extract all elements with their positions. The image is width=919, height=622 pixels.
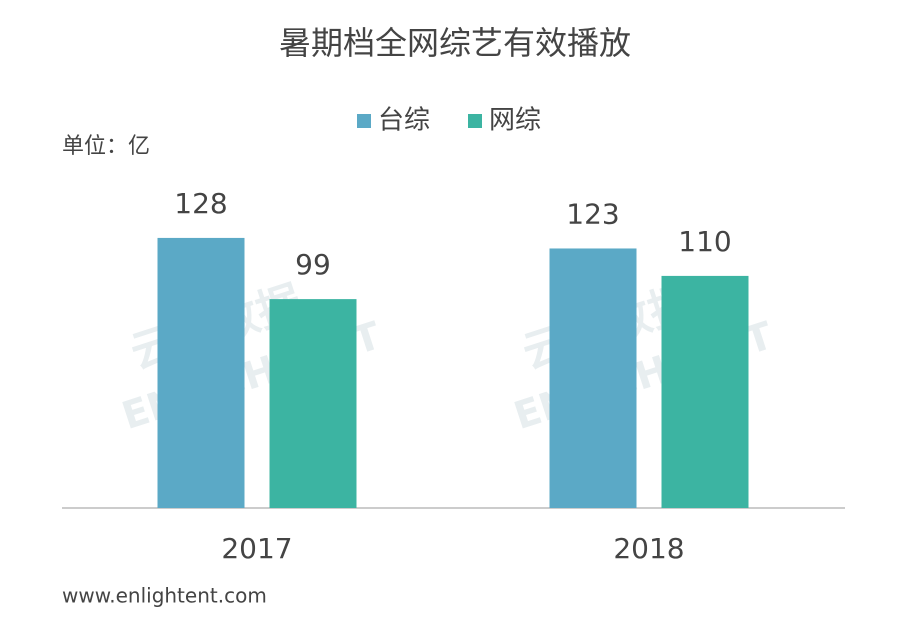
value-label: 110 [678, 225, 731, 258]
bar [661, 275, 749, 508]
value-label: 123 [566, 197, 619, 230]
chart-title: 暑期档全网综艺有效播放 [279, 24, 631, 62]
value-label: 99 [295, 248, 331, 281]
x-tick-label: 2018 [613, 532, 684, 565]
value-label: 128 [174, 187, 227, 220]
legend-swatch [357, 114, 371, 128]
legend-label: 台综 [378, 106, 430, 136]
bar [157, 237, 245, 509]
bar [549, 248, 637, 508]
legend-swatch [468, 114, 482, 128]
bar [269, 299, 357, 508]
unit-label: 单位：亿 [62, 134, 150, 159]
x-tick-label: 2017 [221, 532, 292, 565]
source: www.enlightent.com [62, 584, 267, 608]
legend-label: 网综 [489, 106, 541, 136]
